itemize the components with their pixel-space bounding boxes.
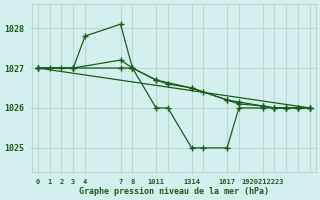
- X-axis label: Graphe pression niveau de la mer (hPa): Graphe pression niveau de la mer (hPa): [79, 187, 269, 196]
